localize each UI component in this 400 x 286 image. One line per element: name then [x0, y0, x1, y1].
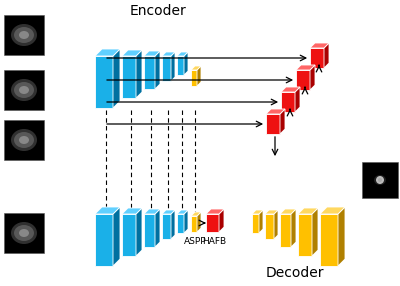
Polygon shape	[219, 209, 224, 232]
Polygon shape	[162, 210, 175, 214]
Polygon shape	[155, 209, 160, 247]
Polygon shape	[324, 43, 329, 68]
Polygon shape	[295, 87, 300, 112]
Polygon shape	[252, 210, 263, 214]
Polygon shape	[191, 216, 197, 232]
Polygon shape	[144, 209, 160, 214]
Polygon shape	[298, 208, 318, 214]
Polygon shape	[177, 56, 184, 75]
Polygon shape	[162, 52, 175, 56]
Polygon shape	[162, 56, 171, 81]
Polygon shape	[171, 210, 175, 239]
Ellipse shape	[14, 225, 34, 241]
Polygon shape	[197, 212, 201, 232]
Ellipse shape	[14, 27, 34, 43]
Polygon shape	[280, 214, 291, 247]
Polygon shape	[266, 109, 285, 114]
Polygon shape	[184, 210, 188, 233]
Polygon shape	[95, 207, 120, 214]
Polygon shape	[177, 210, 188, 214]
Polygon shape	[95, 214, 113, 266]
Polygon shape	[155, 51, 160, 89]
Polygon shape	[206, 209, 224, 214]
Polygon shape	[177, 214, 184, 233]
Ellipse shape	[14, 82, 34, 98]
Polygon shape	[171, 52, 175, 81]
Polygon shape	[197, 66, 201, 86]
Polygon shape	[144, 214, 155, 247]
Polygon shape	[191, 66, 201, 70]
Polygon shape	[280, 109, 285, 134]
Polygon shape	[281, 92, 295, 112]
Polygon shape	[280, 209, 296, 214]
Bar	[4, 213, 44, 253]
Polygon shape	[206, 214, 219, 232]
Polygon shape	[122, 214, 136, 256]
Ellipse shape	[374, 175, 386, 185]
Polygon shape	[191, 70, 197, 86]
Polygon shape	[162, 214, 171, 239]
Polygon shape	[95, 56, 113, 108]
Ellipse shape	[11, 222, 37, 244]
Ellipse shape	[11, 129, 37, 151]
Polygon shape	[298, 214, 312, 256]
Polygon shape	[320, 214, 338, 266]
Polygon shape	[265, 210, 278, 214]
Polygon shape	[95, 49, 120, 56]
Ellipse shape	[19, 31, 29, 39]
Polygon shape	[122, 208, 142, 214]
Polygon shape	[122, 50, 142, 56]
Polygon shape	[266, 114, 280, 134]
Ellipse shape	[19, 229, 29, 237]
Ellipse shape	[11, 79, 37, 101]
Polygon shape	[144, 51, 160, 56]
Bar	[4, 15, 44, 55]
Polygon shape	[136, 50, 142, 98]
Polygon shape	[338, 207, 345, 266]
Polygon shape	[281, 87, 300, 92]
Polygon shape	[122, 56, 136, 98]
Polygon shape	[312, 208, 318, 256]
Bar	[4, 120, 44, 160]
Circle shape	[378, 178, 382, 182]
Ellipse shape	[19, 86, 29, 94]
Polygon shape	[310, 43, 329, 48]
Ellipse shape	[14, 132, 34, 148]
Ellipse shape	[11, 24, 37, 46]
Polygon shape	[252, 214, 259, 233]
Polygon shape	[113, 49, 120, 108]
Ellipse shape	[19, 136, 29, 144]
Polygon shape	[291, 209, 296, 247]
Polygon shape	[177, 52, 188, 56]
Polygon shape	[113, 207, 120, 266]
Text: HAFB: HAFB	[202, 237, 226, 246]
Text: Encoder: Encoder	[130, 4, 186, 18]
Polygon shape	[191, 212, 201, 216]
Polygon shape	[265, 214, 274, 239]
Polygon shape	[310, 48, 324, 68]
Bar	[362, 162, 398, 198]
Polygon shape	[184, 52, 188, 75]
Polygon shape	[259, 210, 263, 233]
Polygon shape	[136, 208, 142, 256]
Text: ASPP: ASPP	[184, 237, 207, 246]
Polygon shape	[320, 207, 345, 214]
Polygon shape	[296, 65, 315, 70]
Polygon shape	[296, 70, 310, 90]
Bar	[4, 70, 44, 110]
Text: Decoder: Decoder	[265, 266, 324, 280]
Circle shape	[376, 176, 384, 184]
Polygon shape	[144, 56, 155, 89]
Polygon shape	[310, 65, 315, 90]
Polygon shape	[274, 210, 278, 239]
